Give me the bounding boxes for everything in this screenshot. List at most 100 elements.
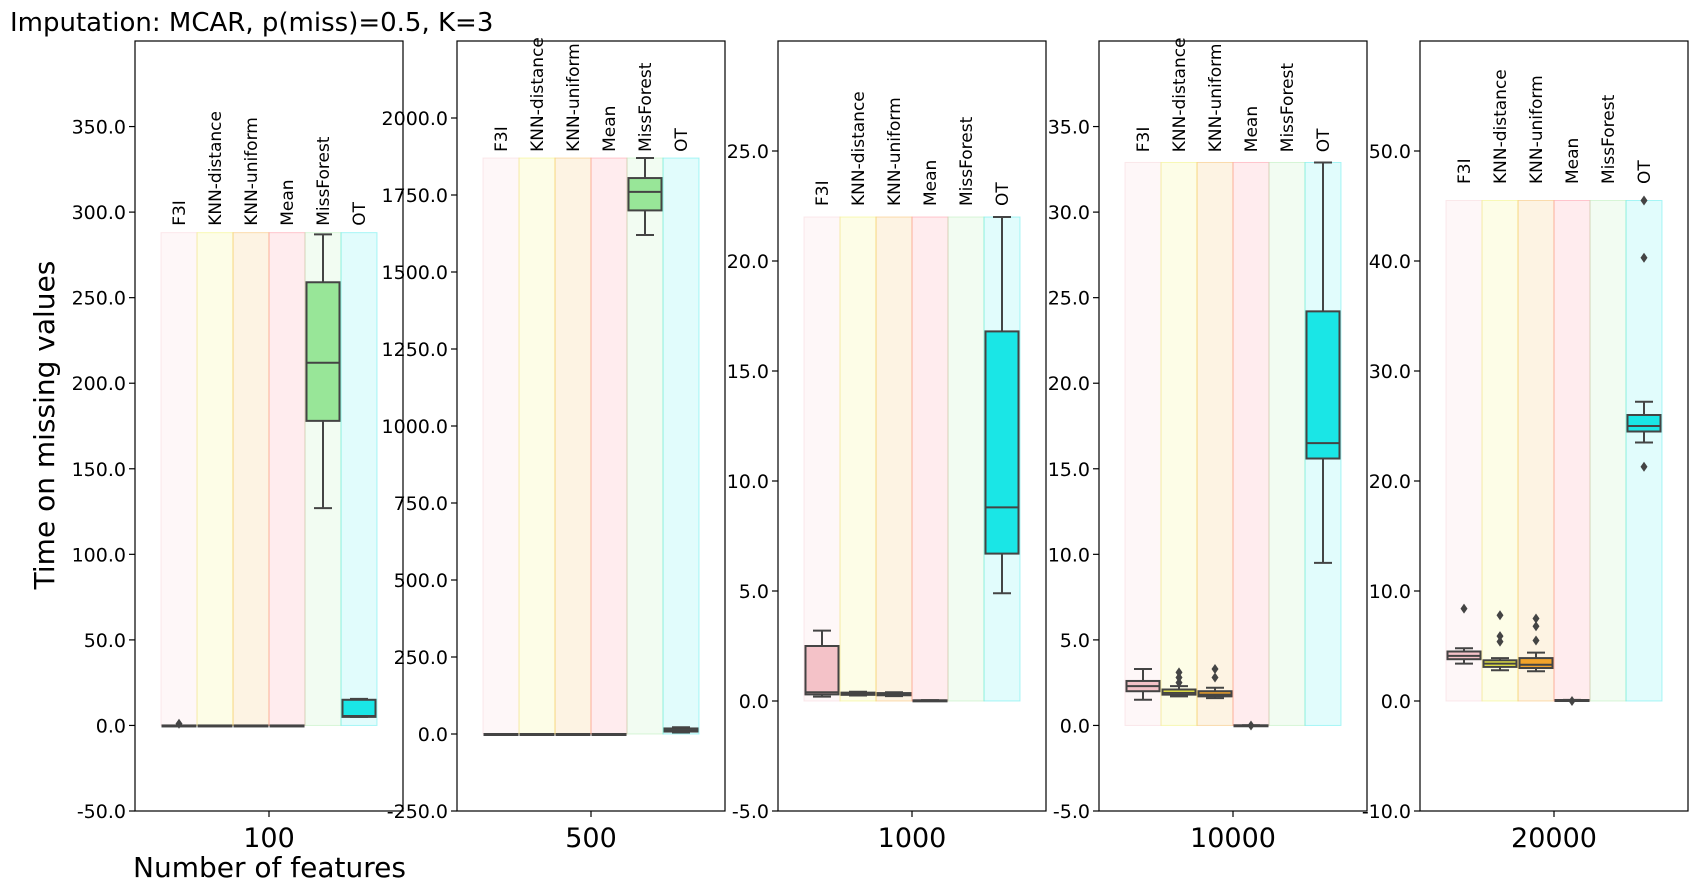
box-F3I: [1446, 603, 1482, 665]
y-tick-label: -250.0: [387, 801, 448, 823]
band-KNN-distance: [839, 216, 877, 702]
outlier-point: [1175, 672, 1183, 683]
y-tick-label: -50.0: [77, 801, 126, 823]
y-tick-label: 1000.0: [382, 416, 448, 438]
method-label: KNN-distance: [1170, 37, 1190, 152]
outlier-point: [1211, 663, 1219, 674]
band-Mean: [1553, 200, 1591, 702]
box-Mean: [1554, 696, 1590, 706]
band-Mean: [590, 157, 628, 735]
outlier-point: [1640, 461, 1648, 472]
panels-group: F3I KNN-distance KNN-uniform Mean MissForest…: [72, 37, 1689, 854]
method-label: MissForest: [1278, 63, 1298, 153]
method-label: KNN-uniform: [1206, 44, 1226, 153]
y-axis-label: Time on missing values: [28, 261, 61, 591]
outlier-point: [1460, 603, 1468, 614]
box-KNN-uniform: [1197, 663, 1233, 700]
box-OT: [663, 726, 699, 734]
y-tick-label: 20.0: [1048, 373, 1090, 395]
y-tick-label: 10.0: [1369, 581, 1411, 603]
y-tick-label: 0.0: [1060, 715, 1090, 737]
y-tick-label: 35.0: [1048, 117, 1090, 139]
y-tick-label: -5.0: [732, 801, 769, 823]
y-tick-label: 15.0: [727, 361, 769, 383]
band-KNN-uniform: [1196, 161, 1234, 726]
band-KNN-distance: [518, 157, 556, 735]
method-label: F3I: [170, 200, 190, 226]
method-label: F3I: [492, 126, 512, 152]
box-F3I: [483, 733, 519, 736]
method-label: KNN-uniform: [885, 97, 905, 206]
outlier-point: [1532, 621, 1540, 632]
iqr-box: [627, 177, 663, 212]
y-tick-label: 2000.0: [382, 108, 448, 130]
method-label: KNN-uniform: [564, 43, 584, 152]
y-tick-label: 750.0: [394, 493, 448, 515]
method-label: OT: [1314, 128, 1334, 152]
method-label: KNN-distance: [528, 37, 548, 152]
outlier-point: [1247, 720, 1255, 731]
method-label: MissForest: [314, 136, 334, 226]
method-label: Mean: [600, 106, 620, 152]
box-OT: [341, 697, 377, 718]
y-tick-label: 0.0: [1381, 691, 1411, 713]
method-label: KNN-distance: [206, 111, 226, 226]
y-tick-label: 0.0: [418, 724, 448, 746]
outlier-point: [1640, 252, 1648, 263]
band-F3I: [160, 232, 198, 726]
box-KNN-uniform: [233, 724, 269, 728]
box-KNN-uniform: [1518, 613, 1554, 673]
band-OT: [662, 157, 700, 735]
outlier-point: [1496, 636, 1504, 647]
band-KNN-uniform: [875, 216, 913, 702]
x-category-label: 1000: [878, 823, 947, 854]
band-KNN-distance: [1481, 200, 1519, 702]
box-Mean: [1233, 720, 1269, 731]
y-tick-label: 20.0: [1369, 471, 1411, 493]
y-tick-label: 5.0: [739, 581, 769, 603]
y-tick-label: 25.0: [727, 141, 769, 163]
iqr-box: [1626, 414, 1662, 433]
method-label: KNN-uniform: [242, 117, 262, 226]
outlier-point: [1532, 613, 1540, 624]
method-label: OT: [672, 127, 692, 151]
outlier-point: [1640, 195, 1648, 206]
y-tick-label: 250.0: [394, 647, 448, 669]
x-category-label: 20000: [1511, 823, 1597, 854]
method-label: OT: [993, 182, 1013, 206]
outlier-point: [1532, 635, 1540, 646]
panel-20000: F3I KNN-distance KNN-uniform Mean MissForest…: [1362, 40, 1689, 854]
y-tick-label: 250.0: [72, 288, 126, 310]
iqr-box: [305, 281, 341, 422]
method-label: KNN-distance: [849, 91, 869, 206]
box-MissForest: [305, 233, 341, 510]
method-label: MissForest: [636, 62, 656, 152]
iqr-box: [804, 645, 840, 696]
method-label: MissForest: [957, 116, 977, 206]
band-MissForest: [626, 157, 664, 735]
band-KNN-uniform: [232, 232, 270, 726]
y-tick-label: 20.0: [727, 251, 769, 273]
y-tick-label: 40.0: [1369, 251, 1411, 273]
box-F3I: [804, 629, 840, 698]
y-tick-label: 0.0: [739, 691, 769, 713]
iqr-box: [984, 330, 1020, 555]
box-MissForest: [627, 157, 663, 237]
band-OT: [340, 232, 378, 726]
band-F3I: [803, 216, 841, 702]
x-category-label: 10000: [1190, 823, 1276, 854]
box-OT: [1305, 161, 1341, 564]
band-F3I: [482, 157, 520, 735]
box-KNN-distance: [1161, 667, 1197, 698]
outlier-point: [175, 718, 183, 729]
method-label: Mean: [278, 179, 298, 225]
y-tick-label: 0.0: [96, 715, 126, 737]
box-F3I: [161, 718, 197, 729]
outlier-point: [1496, 631, 1504, 642]
y-tick-label: 5.0: [1060, 630, 1090, 652]
y-tick-label: 30.0: [1048, 202, 1090, 224]
y-tick-label: 10.0: [1048, 544, 1090, 566]
outlier-point: [1175, 677, 1183, 688]
box-KNN-uniform: [876, 691, 912, 698]
panel-1000: F3I KNN-distance KNN-uniform Mean MissForest…: [727, 40, 1047, 854]
